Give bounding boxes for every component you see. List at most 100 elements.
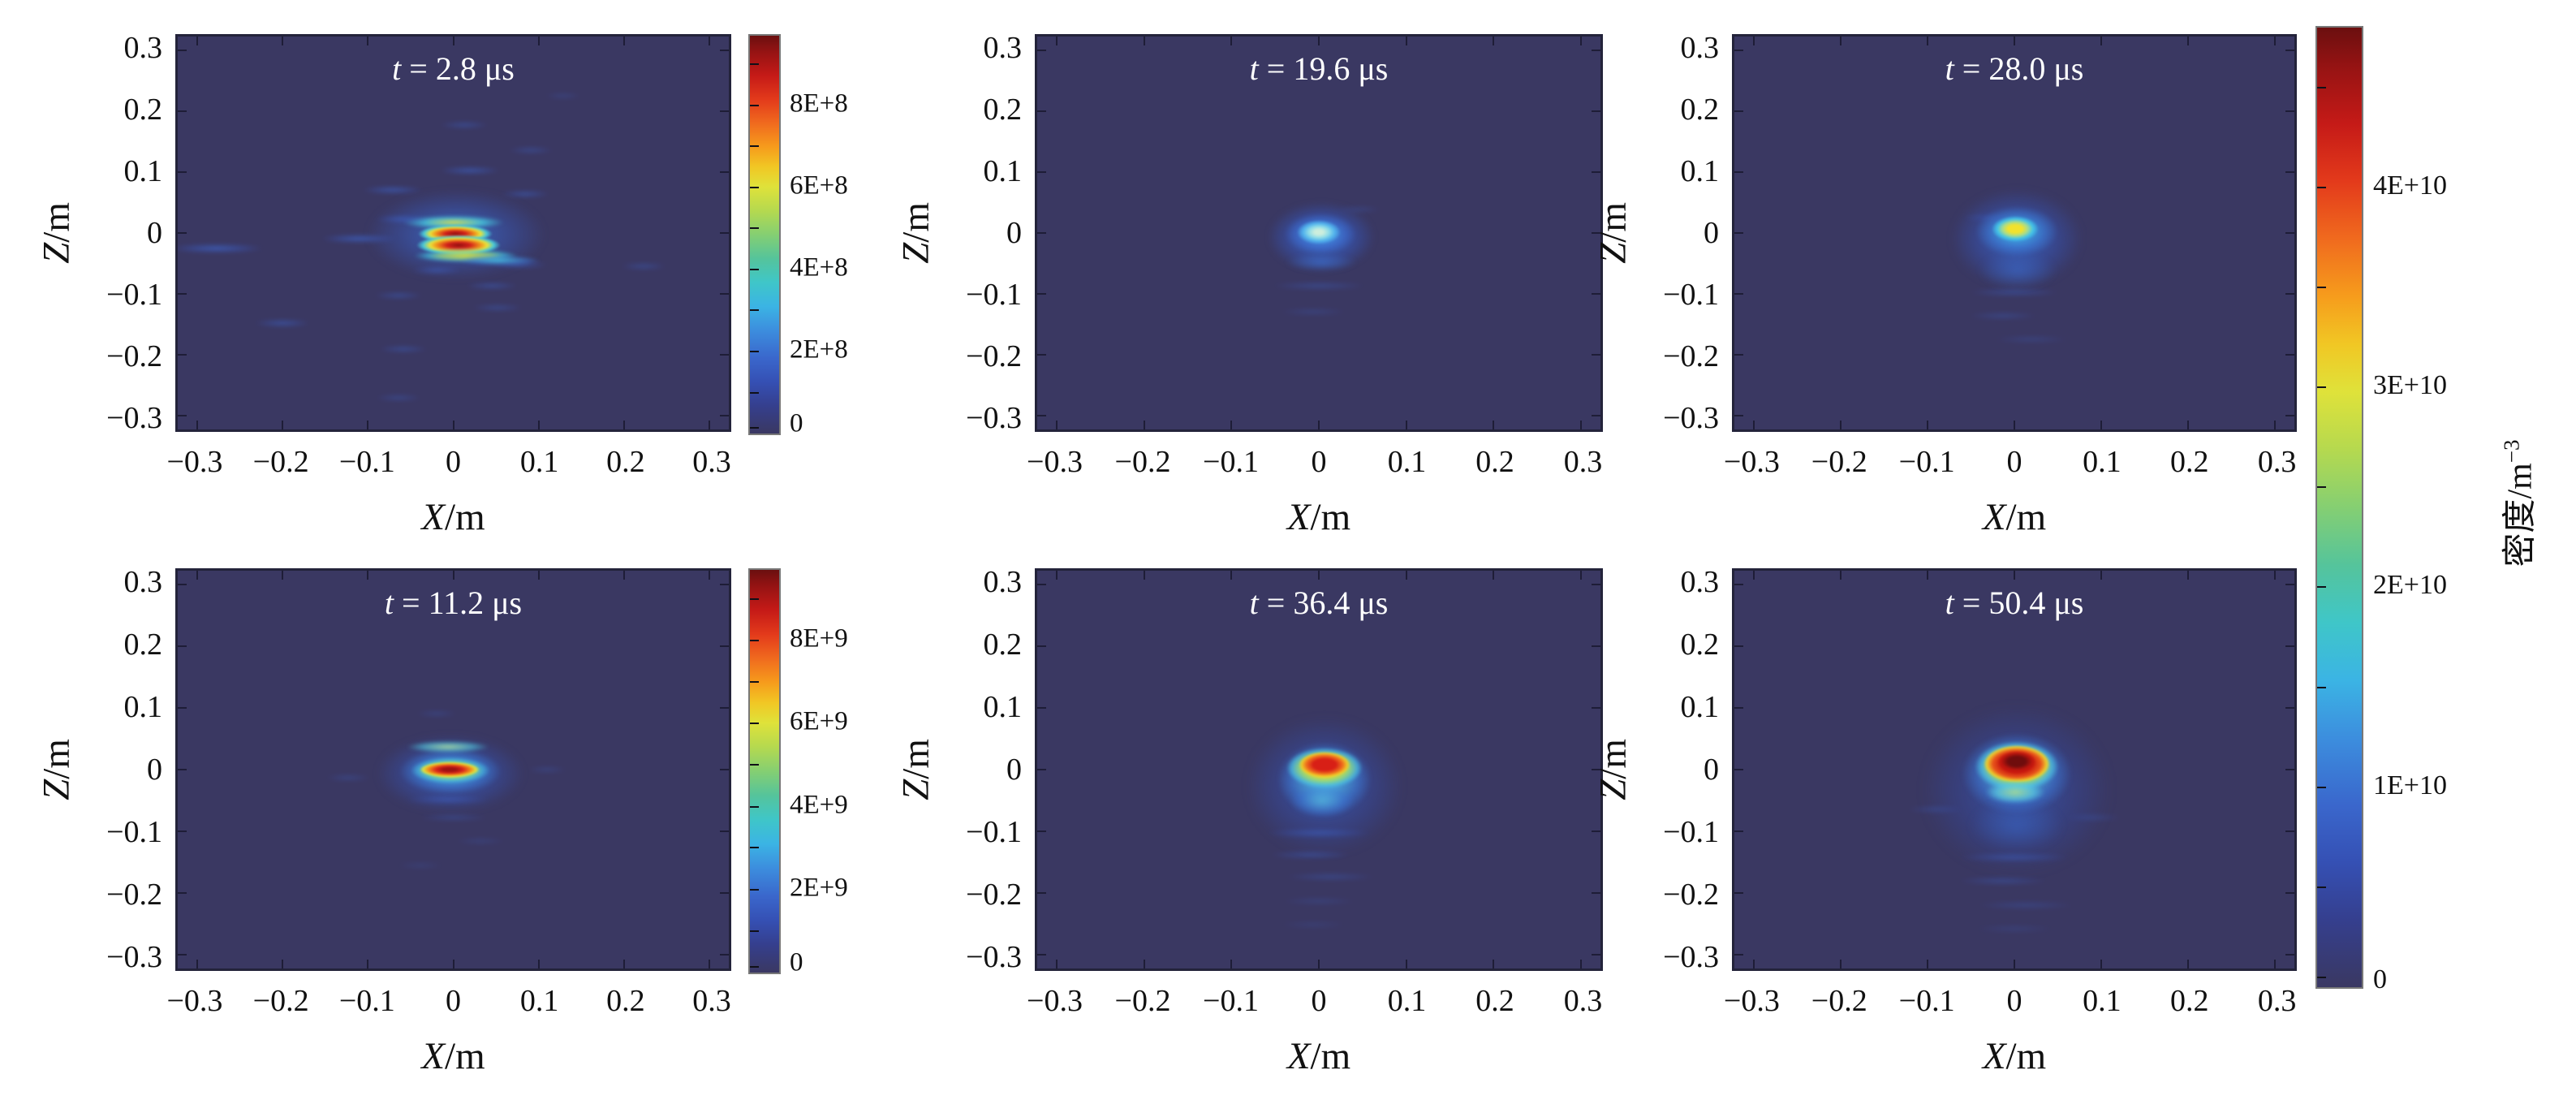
x-axis-title: X/m (1982, 496, 2047, 538)
axis-tick-mark (1734, 232, 1743, 234)
axis-tick-mark (178, 584, 187, 586)
axis-tick-mark (1037, 584, 1046, 586)
axis-tick-mark (1318, 571, 1320, 580)
axis-tick-mark (178, 293, 187, 296)
colorbar-tick-mark (750, 639, 759, 641)
axis-tick-mark (196, 571, 198, 580)
axis-tick-mark (2285, 110, 2294, 112)
axis-tick-mark (1143, 421, 1145, 429)
axis-tick-mark (1230, 960, 1233, 968)
x-tick-label: −0.2 (1811, 445, 1867, 479)
x-axis-title: X/m (421, 496, 485, 538)
colorbar-tick-mark (750, 145, 759, 148)
x-tick-label: −0.1 (338, 984, 395, 1018)
colorbar-title: 密度/m−3 (2499, 439, 2539, 567)
axis-tick-mark (720, 707, 729, 710)
y-tick-label: 0 (1704, 216, 1719, 250)
axis-tick-mark (622, 571, 625, 580)
axis-tick-mark (178, 830, 187, 832)
axis-tick-mark (537, 960, 540, 968)
y-tick-label: −0.2 (1663, 339, 1719, 373)
axis-tick-mark (178, 645, 187, 648)
x-tick-label: −0.3 (1027, 445, 1083, 479)
heatmap-panel-t2.8us: Z/m 0.3 0.2 0.1 0 −0.1 −0.2 −0.3 (36, 32, 848, 536)
x-tick-label: −0.2 (252, 984, 309, 1018)
x-tick-label: 0.3 (692, 984, 731, 1018)
noise-streak (1962, 214, 2011, 221)
x-tick-label: −0.1 (1898, 984, 1955, 1018)
x-tick-label: 0.1 (519, 445, 559, 479)
y-tick-label: 0.2 (123, 93, 163, 127)
x-tick-label: 0.1 (519, 984, 559, 1018)
axis-tick-mark (1592, 170, 1600, 173)
axis-tick-mark (1037, 170, 1046, 173)
x-tick-label: −0.3 (166, 445, 223, 479)
axis-tick-mark (282, 960, 283, 968)
panel-title: t = 50.4 μs (1945, 585, 2084, 621)
y-tick-label: 0 (1006, 216, 1022, 250)
axis-tick-mark (1592, 645, 1600, 648)
panel-title: t = 28.0 μs (1945, 50, 2084, 87)
axis-tick-mark (2014, 421, 2015, 429)
axis-tick-mark (2285, 170, 2294, 173)
noise-streak (1975, 925, 2053, 933)
x-tick-label: 0.1 (1387, 445, 1427, 479)
axis-tick-mark (1840, 571, 1842, 580)
noise-streak (375, 215, 433, 223)
axis-tick-mark (720, 415, 729, 417)
noise-streak (1285, 873, 1375, 882)
y-tick-label: 0.2 (123, 628, 163, 662)
panel-title: t = 2.8 μs (392, 50, 515, 87)
noise-streak (545, 93, 582, 99)
y-tick-label: 0.2 (1680, 93, 1720, 127)
axis-tick-mark (2285, 707, 2294, 710)
x-tick-label: 0.1 (1387, 984, 1427, 1018)
colorbar-tick-mark (750, 104, 759, 106)
heatmap-plot: t = 50.4 μs (1732, 568, 2297, 971)
axis-tick-mark (1927, 571, 1929, 580)
density-blob (406, 740, 489, 753)
axis-tick-mark (1318, 421, 1320, 429)
noise-streak (1282, 897, 1355, 905)
axis-tick-mark (282, 571, 283, 580)
axis-tick-mark (178, 170, 187, 173)
noise-streak (2064, 813, 2122, 822)
axis-tick-mark (1592, 584, 1600, 586)
axis-tick-mark (1037, 769, 1046, 770)
y-tick-label: −0.1 (966, 814, 1022, 849)
axis-tick-mark (2273, 37, 2276, 45)
noise-streak (419, 813, 488, 822)
axis-tick-mark (1592, 830, 1600, 832)
y-tick-label: −0.3 (106, 400, 162, 435)
axis-tick-mark (537, 421, 540, 429)
axis-tick-mark (1927, 421, 1929, 429)
x-tick-label: 0.3 (692, 445, 731, 479)
colorbar-tick-mark (750, 391, 759, 394)
axis-tick-mark (1037, 110, 1046, 112)
y-tick-label: −0.1 (966, 277, 1022, 312)
axis-tick-mark (1927, 37, 1929, 45)
colorbar-panel1 (748, 34, 781, 435)
noise-streak (620, 263, 666, 270)
x-tick-label: −0.2 (1811, 984, 1867, 1018)
axis-tick-mark (1734, 707, 1743, 710)
axis-tick-mark (196, 37, 198, 45)
x-tick-label: 0 (1311, 984, 1327, 1018)
axis-tick-mark (2100, 37, 2102, 45)
axis-tick-mark (1405, 37, 1407, 45)
x-axis-title: X/m (1982, 1035, 2047, 1077)
axis-tick-mark (1405, 960, 1407, 968)
axis-tick-mark (720, 293, 729, 296)
y-tick-label: −0.3 (106, 939, 162, 974)
axis-tick-mark (1037, 354, 1046, 356)
colorbar-tick-label: 6E+9 (790, 706, 848, 736)
axis-tick-mark (720, 769, 729, 770)
axis-tick-mark (720, 830, 729, 832)
axis-tick-mark (367, 421, 369, 429)
axis-tick-mark (1753, 421, 1755, 429)
axis-tick-mark (2100, 571, 2102, 580)
colorbar-tick-label: 4E+9 (790, 790, 848, 820)
axis-tick-mark (1037, 830, 1046, 832)
axis-tick-mark (1037, 891, 1046, 894)
axis-tick-mark (2273, 421, 2276, 429)
